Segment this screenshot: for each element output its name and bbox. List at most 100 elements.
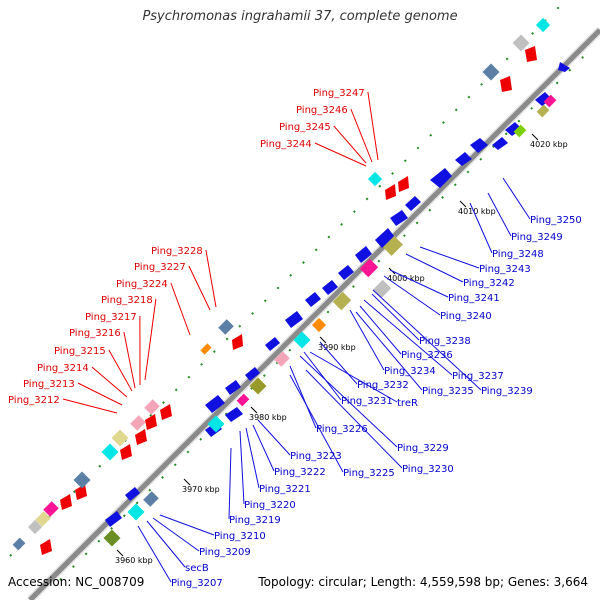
gene-label: Ping_3249: [511, 232, 563, 243]
gene-label: Ping_3227: [134, 262, 186, 273]
gc-dot-tracks: [9, 5, 591, 581]
reverse-gene: [75, 484, 87, 500]
gene-label: treR: [397, 398, 418, 409]
leader-line: [469, 202, 493, 254]
gene-label: Ping_3214: [37, 363, 89, 374]
leader-line: [372, 289, 482, 391]
reverse-gene-labels: Ping_3247 Ping_3246 Ping_3245 Ping_3244 Ping…: [8, 88, 365, 406]
gene-label: Ping_3221: [259, 484, 311, 495]
gene-label: Ping_3207: [171, 578, 223, 589]
scale-tick-label: 4010 kbp: [458, 207, 496, 216]
leader-line: [363, 299, 453, 376]
forward-gene: [105, 511, 122, 527]
leader-line: [367, 91, 379, 161]
forward-gene: [430, 168, 452, 188]
feature-magenta: [43, 501, 59, 517]
leader-line: [349, 309, 385, 371]
forward-gene: [505, 122, 522, 136]
scale-tick-mark: [531, 133, 539, 141]
feature-steel: [143, 491, 159, 507]
leader-line: [144, 298, 157, 381]
leader-line: [319, 341, 358, 385]
forward-gene: [535, 92, 552, 106]
scale-tick-mark: [250, 406, 258, 414]
gene-label: Ping_3231: [341, 396, 393, 407]
forward-gene: [322, 280, 338, 295]
feature-pink: [144, 399, 160, 415]
scale-tick-label: 3990 kbp: [318, 343, 356, 352]
leader-line: [314, 142, 367, 167]
gene-label: Ping_3215: [54, 346, 106, 357]
scale-tick-mark: [459, 200, 467, 208]
feature-magenta: [543, 94, 557, 108]
gene-label: Ping_3232: [357, 380, 409, 391]
gene-label: Ping_3250: [530, 215, 582, 226]
accession-text: Accession: NC_008709: [8, 575, 145, 589]
leader-line: [205, 249, 217, 308]
forward-gene: [225, 407, 243, 422]
feature-cyan: [207, 415, 225, 433]
gene-label: Ping_3241: [448, 293, 500, 304]
gene-label: Ping_3224: [116, 279, 168, 290]
feature-cyan: [367, 171, 383, 187]
gene-label: Ping_3242: [463, 278, 515, 289]
gene-label: Ping_3248: [492, 249, 544, 260]
leader-line: [170, 282, 191, 336]
feature-grey: [512, 34, 530, 52]
scale-tick-label: 4000 kbp: [387, 274, 425, 283]
backbone-line: [28, 28, 600, 600]
leader-line: [487, 192, 512, 237]
forward-gene: [390, 210, 408, 226]
feature-steel: [12, 537, 26, 551]
leader-line: [371, 293, 420, 341]
leader-line: [123, 331, 136, 389]
leader-line: [77, 382, 123, 406]
scale-tick-mark: [116, 549, 124, 557]
gene-label: Ping_3218: [101, 295, 153, 306]
leader-line: [333, 125, 367, 164]
gene-label: Ping_3247: [313, 88, 365, 99]
scale-tick-label: 3970 kbp: [182, 485, 220, 494]
leader-line: [252, 424, 275, 472]
leader-line: [91, 366, 128, 398]
scale-tick-mark: [319, 336, 327, 344]
feature-olive: [383, 236, 403, 256]
feature-tan: [111, 429, 129, 447]
feature-grey: [27, 519, 43, 535]
forward-gene: [245, 367, 260, 381]
leader-line: [419, 246, 480, 269]
gene-label: Ping_3212: [8, 395, 60, 406]
gene-label: Ping_3240: [440, 311, 492, 322]
gene-label: Ping_3239: [481, 386, 533, 397]
scale-tick-mark: [183, 478, 191, 486]
forward-gene: [305, 292, 321, 307]
feature-orange: [311, 317, 327, 333]
leader-line: [350, 108, 373, 163]
gene-label: Ping_3210: [214, 531, 266, 542]
leader-line: [502, 177, 531, 220]
reverse-gene: [60, 494, 72, 510]
gene-label: Ping_3220: [244, 500, 296, 511]
feature-steel: [218, 319, 234, 335]
leader-line: [62, 398, 118, 414]
forward-gene: [338, 265, 354, 280]
gene-label: Ping_3237: [452, 371, 504, 382]
gene-label: Ping_3244: [260, 139, 312, 150]
gene-label: Ping_3230: [402, 464, 454, 475]
feature-tan: [35, 511, 51, 527]
feature-pink: [274, 351, 290, 367]
leader-line: [299, 355, 398, 448]
gene-label: Ping_3228: [151, 246, 203, 257]
feature-olive: [332, 291, 352, 311]
leader-line: [245, 427, 260, 489]
gene-label: Ping_3226: [316, 424, 368, 435]
scale-ticks: 3960 kbp 3970 kbp 3980 kbp 3990 kbp 4000 kbp…: [115, 133, 568, 565]
feature-green: [513, 124, 527, 138]
forward-gene: [125, 487, 140, 501]
feature-cyan: [293, 331, 311, 349]
leader-line: [108, 349, 133, 392]
feature-cyan: [127, 503, 145, 521]
leader-line: [159, 514, 215, 536]
gene-label: Ping_3234: [384, 366, 436, 377]
